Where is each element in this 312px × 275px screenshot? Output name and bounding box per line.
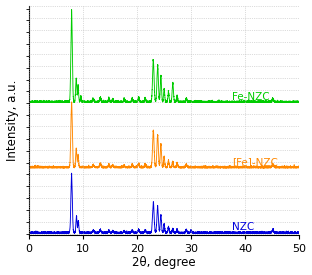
X-axis label: 2θ, degree: 2θ, degree [132,257,196,269]
Y-axis label: Intensity, a.u.: Intensity, a.u. [6,79,18,161]
Text: [Fe]-NZC: [Fe]-NZC [232,157,278,167]
Text: Fe-NZC: Fe-NZC [232,92,270,102]
Text: NZC: NZC [232,222,254,232]
